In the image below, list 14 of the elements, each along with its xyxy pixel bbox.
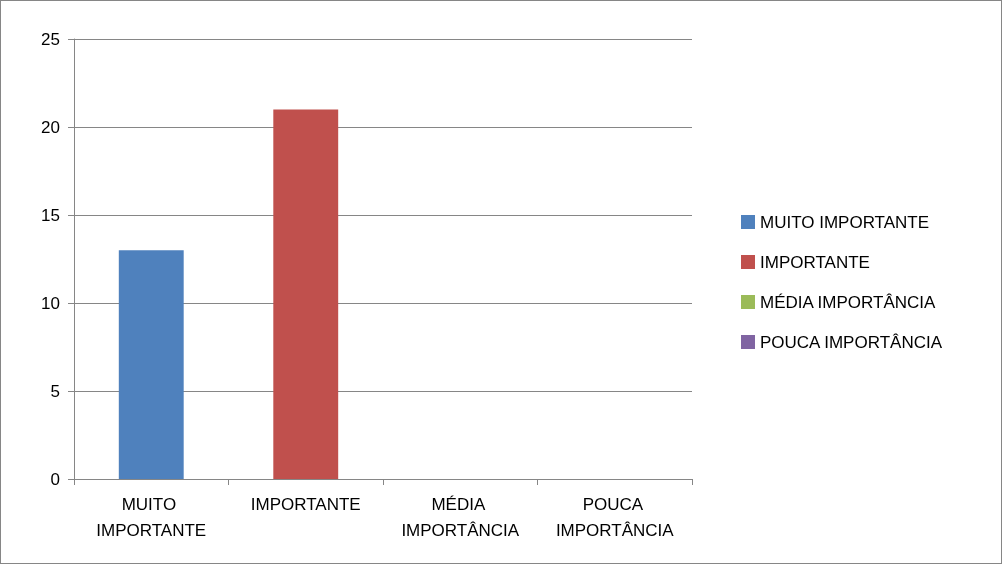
x-tick-label: POUCA IMPORTÂNCIA [555, 494, 675, 540]
y-tick-label: 5 [50, 381, 60, 401]
y-tick-label: 25 [41, 29, 60, 49]
y-tick-label: 10 [41, 293, 60, 313]
x-tick-label: IMPORTANTE [250, 494, 361, 514]
y-tick-label: 20 [41, 117, 60, 137]
x-tick-label: MÉDIA IMPORTÂNCIA [401, 494, 520, 540]
y-tick-label: 0 [50, 469, 60, 489]
x-tick-label: MUITO IMPORTANTE [96, 494, 207, 540]
y-tick-label: 15 [41, 205, 60, 225]
legend-label: MUITO IMPORTANTE [760, 212, 930, 232]
legend-label: MÉDIA IMPORTÂNCIA [760, 292, 937, 312]
legend-label: POUCA IMPORTÂNCIA [760, 332, 943, 352]
legend-label: IMPORTANTE [760, 252, 870, 272]
